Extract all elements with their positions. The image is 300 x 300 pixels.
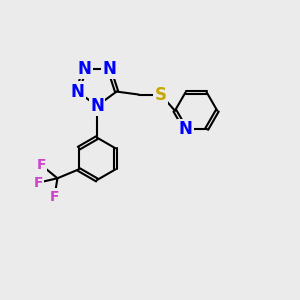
Text: N: N — [90, 97, 104, 115]
Text: N: N — [102, 59, 116, 77]
Text: N: N — [178, 120, 192, 138]
Text: F: F — [37, 158, 46, 172]
Text: N: N — [78, 59, 92, 77]
Text: F: F — [34, 176, 43, 190]
Text: F: F — [50, 190, 59, 203]
Text: S: S — [155, 85, 167, 103]
Text: N: N — [70, 82, 84, 100]
